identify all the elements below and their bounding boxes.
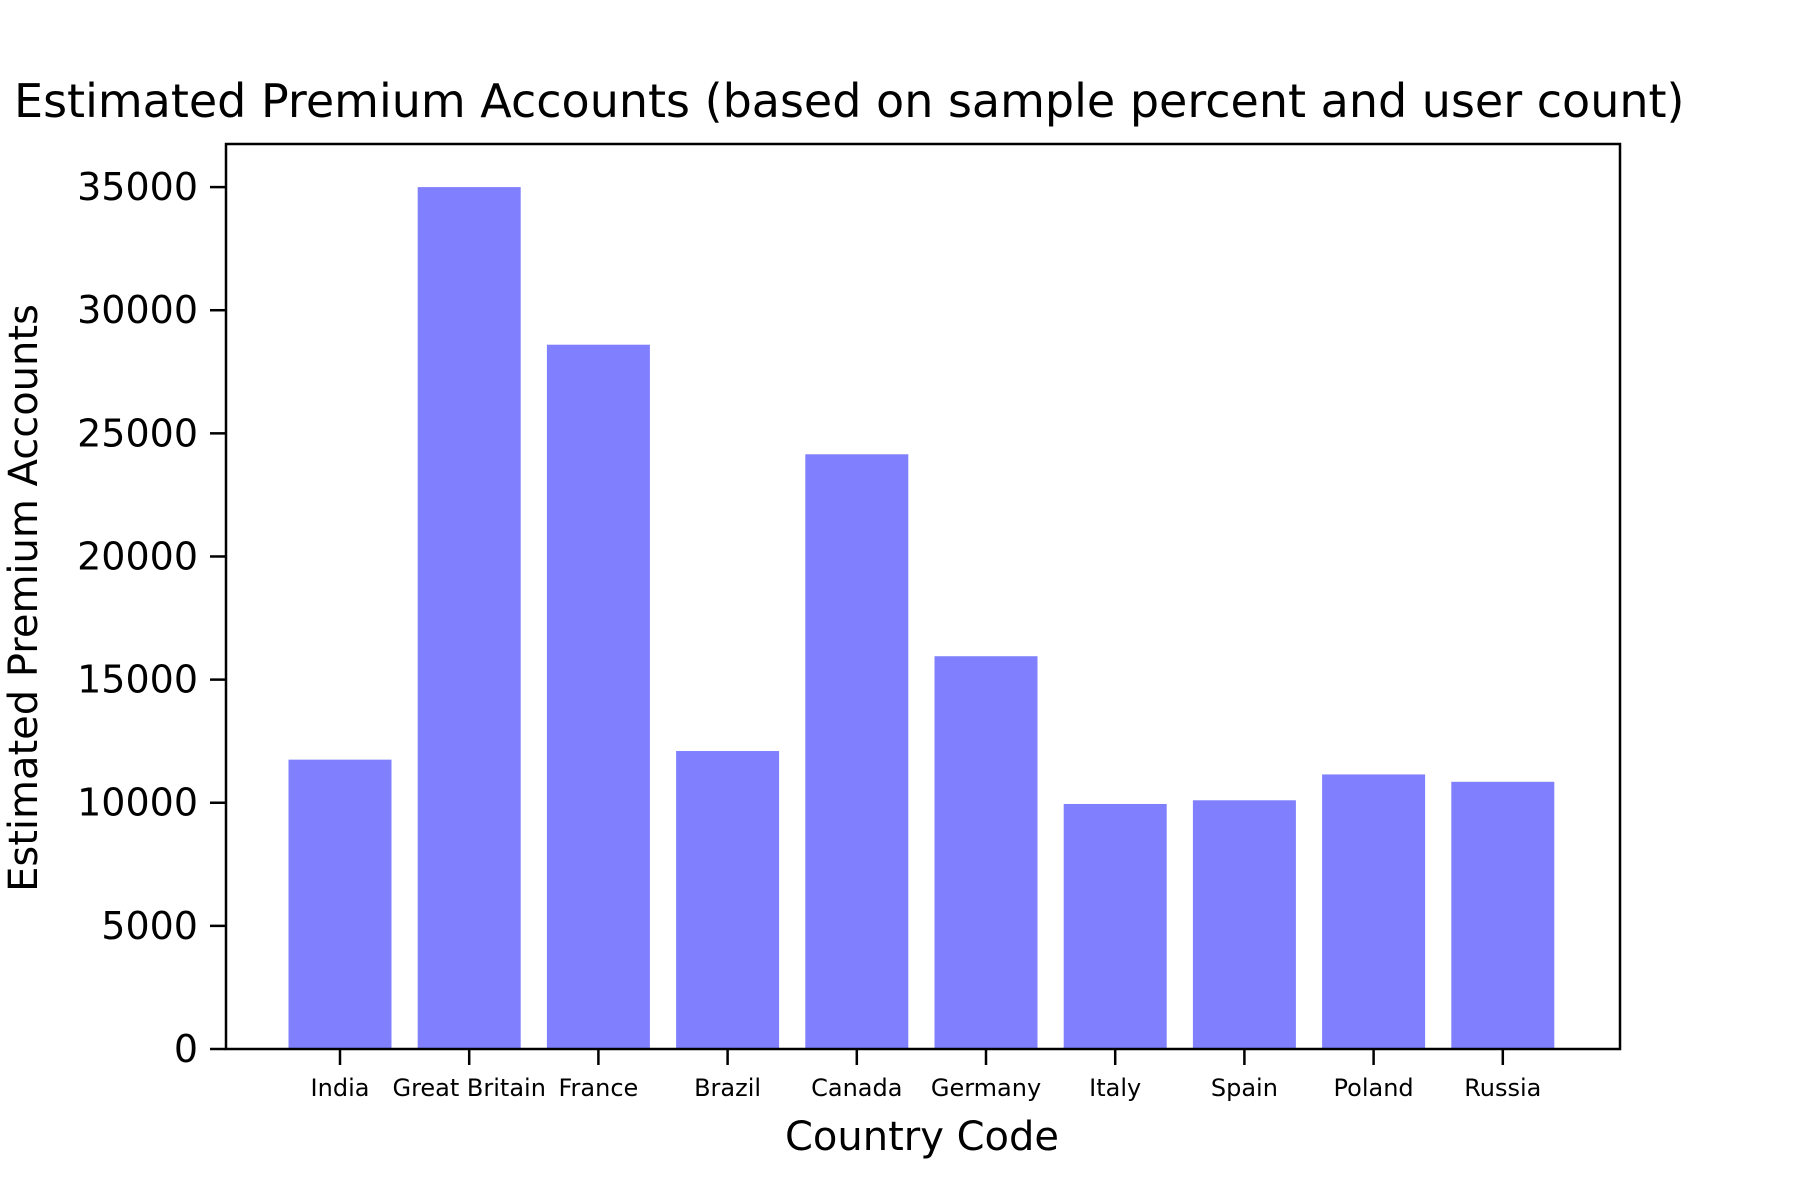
bar-germany bbox=[934, 656, 1038, 1049]
x-axis-label: Country Code bbox=[785, 1114, 1059, 1160]
y-tick-label: 0 bbox=[174, 1027, 198, 1071]
bar-brazil bbox=[676, 751, 780, 1049]
y-tick-label: 10000 bbox=[77, 781, 198, 825]
bar-france bbox=[546, 344, 650, 1049]
x-tick-label: Spain bbox=[1211, 1074, 1278, 1102]
x-tick-label: Italy bbox=[1089, 1074, 1141, 1102]
bar-italy bbox=[1063, 803, 1167, 1049]
y-tick-label: 25000 bbox=[77, 411, 198, 455]
bar-great-britain bbox=[417, 187, 521, 1050]
y-axis: 0 5000 10000 15000 20000 25000 30000 35000 bbox=[77, 165, 226, 1071]
bar-poland bbox=[1322, 774, 1426, 1049]
y-axis-label: Estimated Premium Accounts bbox=[1, 304, 47, 892]
plot-frame bbox=[224, 142, 1622, 1051]
x-tick-label: Canada bbox=[811, 1074, 902, 1102]
bar-russia bbox=[1451, 781, 1555, 1049]
y-tick-label: 5000 bbox=[101, 904, 198, 948]
x-tick-label: Great Britain bbox=[392, 1074, 545, 1102]
y-tick-label: 30000 bbox=[77, 288, 198, 332]
bars-group bbox=[288, 187, 1555, 1050]
x-tick-label: Poland bbox=[1334, 1074, 1414, 1102]
x-tick-label: Germany bbox=[931, 1074, 1041, 1102]
y-tick-label: 20000 bbox=[77, 534, 198, 578]
x-tick-label: Russia bbox=[1464, 1074, 1541, 1102]
x-axis: India Great Britain France Brazil Canada Germ… bbox=[311, 1049, 1541, 1102]
x-tick-label: France bbox=[558, 1074, 638, 1102]
chart-title: Estimated Premium Accounts (based on sam… bbox=[14, 74, 1685, 128]
x-tick-label: India bbox=[311, 1074, 370, 1102]
y-tick-label: 15000 bbox=[77, 658, 198, 702]
y-tick-label: 35000 bbox=[77, 165, 198, 209]
bar-canada bbox=[805, 454, 909, 1049]
bar-spain bbox=[1192, 800, 1296, 1049]
bar-india bbox=[288, 759, 392, 1049]
x-tick-label: Brazil bbox=[694, 1074, 761, 1102]
